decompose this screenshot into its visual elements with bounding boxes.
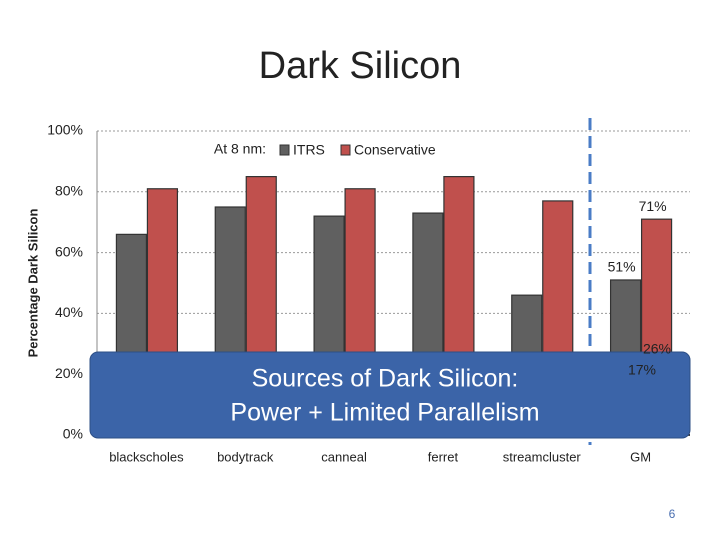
legend-label: Conservative [354, 142, 436, 158]
data-label: 71% [639, 198, 667, 214]
x-tick-label: canneal [321, 449, 367, 464]
x-tick-label: GM [630, 449, 651, 464]
annotation: 17% [628, 362, 656, 378]
y-tick-label: 0% [63, 426, 83, 442]
y-tick-label: 40% [55, 304, 83, 320]
callout-box [89, 351, 691, 439]
legend-swatch [340, 144, 351, 156]
chart-title: Dark Silicon [259, 45, 462, 87]
y-tick-label: 60% [55, 243, 83, 259]
x-tick-label: streamcluster [503, 449, 582, 464]
slide-number: 6 [669, 507, 676, 521]
callout-text: Sources of Dark Silicon: [252, 365, 519, 393]
legend-label: ITRS [293, 142, 325, 158]
x-tick-label: bodytrack [217, 449, 274, 464]
x-tick-label: blackscholes [109, 449, 184, 464]
y-tick-label: 20% [55, 365, 83, 381]
legend-swatch [279, 144, 290, 156]
overlay-layer: Sources of Dark Silicon: Power + Limited … [89, 341, 691, 439]
data-label: 51% [608, 259, 636, 275]
y-axis-label: Percentage Dark Silicon [25, 209, 40, 358]
y-tick-label: 100% [47, 122, 83, 138]
callout-text: Power + Limited Parallelism [230, 399, 539, 427]
annotation: 26% [643, 341, 671, 357]
x-tick-label: ferret [428, 449, 459, 464]
legend-title: At 8 nm: [214, 141, 266, 157]
y-tick-label: 80% [55, 183, 83, 199]
